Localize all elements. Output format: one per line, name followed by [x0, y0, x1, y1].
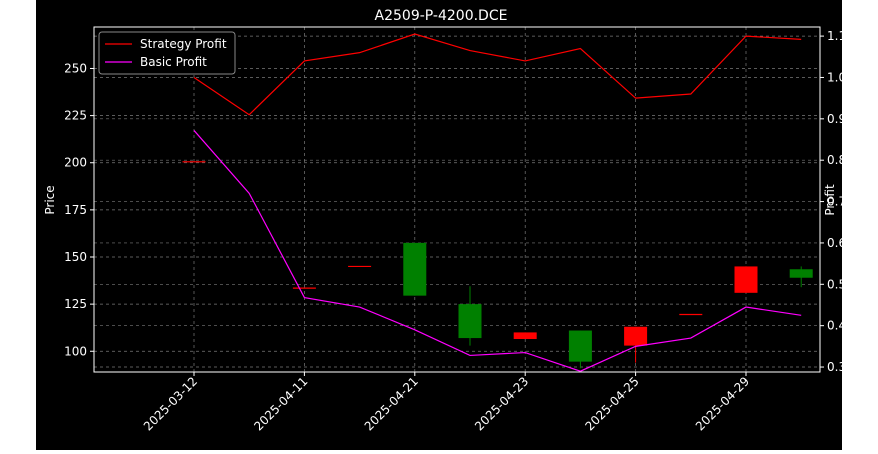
y-tick-label-right: 0.3: [827, 360, 842, 374]
series-line-basic-profit: [193, 130, 802, 372]
legend-box: [98, 31, 236, 75]
y-tick-label-left: 150: [64, 250, 87, 264]
y-tick-label-right: 0.6: [827, 236, 842, 250]
candle-body: [789, 269, 813, 278]
chart-background: [36, 0, 842, 450]
legend-label-strategy-profit: Strategy Profit: [140, 37, 227, 51]
y-tick-label-right: 0.9: [827, 112, 842, 126]
y-tick-label-right: 0.7: [827, 195, 842, 209]
y-tick-label-right: 1.1: [827, 29, 842, 43]
line-layer: [193, 33, 802, 372]
y-tick-label-left: 250: [64, 61, 87, 75]
candle-body: [513, 332, 537, 340]
chart-figure: A2509-P-4200.DCE 2025-03-12 2025-04-11 202…: [36, 0, 846, 450]
candle-body: [403, 242, 427, 296]
y-tick-label-right: 1.0: [827, 70, 842, 84]
y-tick-label-right: 0.4: [827, 319, 842, 333]
legend: Strategy Profit Basic Profit: [98, 31, 236, 75]
y-axis-label-right: Profit: [823, 184, 837, 216]
candle-body: [624, 326, 648, 346]
chart-svg: A2509-P-4200.DCE 2025-03-12 2025-04-11 202…: [36, 0, 846, 450]
y-tick-label-left: 225: [64, 109, 87, 123]
legend-label-basic-profit: Basic Profit: [140, 55, 207, 69]
y-tick-label-left: 200: [64, 156, 87, 170]
y-axis-label-left: Price: [43, 185, 57, 214]
chart-title: A2509-P-4200.DCE: [375, 8, 508, 24]
plot-frame: [93, 26, 821, 373]
series-line-strategy-profit: [193, 33, 802, 116]
grid-layer: [94, 27, 820, 372]
y-tick-label-right: 0.5: [827, 277, 842, 291]
candle-layer: [182, 161, 813, 369]
y-tick-label-right: 0.8: [827, 153, 842, 167]
candle-body: [458, 304, 482, 339]
candle-body: [568, 330, 592, 362]
y-tick-label-left: 175: [64, 203, 87, 217]
y-tick-label-left: 100: [64, 344, 87, 358]
candle-body: [734, 266, 758, 293]
y-tick-label-left: 125: [64, 297, 87, 311]
